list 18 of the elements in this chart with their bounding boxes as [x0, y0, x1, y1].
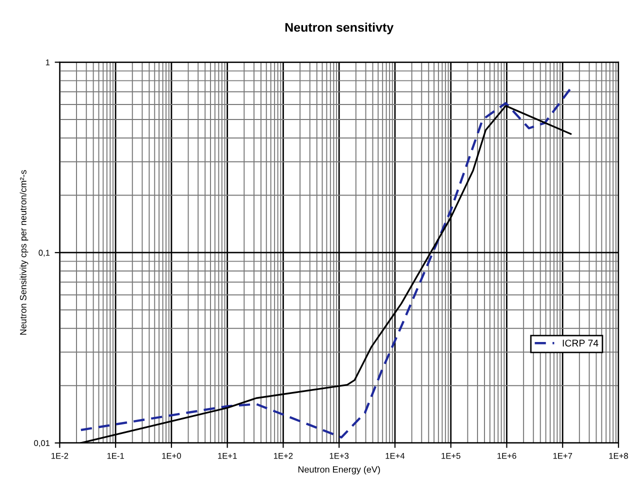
x-tick-label: 1E+3 [330, 452, 349, 459]
x-tick-label: 1E+6 [498, 452, 516, 459]
y-tick-label: 0,1 [38, 250, 50, 257]
x-tick-label: 1E+1 [218, 452, 237, 459]
x-tick-label: 1E+8 [609, 452, 628, 459]
x-tick-label: 1E-1 [107, 452, 124, 459]
x-tick-label: 1E+5 [442, 452, 460, 459]
x-tick-label: 1E+4 [386, 452, 405, 459]
x-tick-label: 1E+7 [553, 452, 572, 459]
x-tick-label: 1E+0 [162, 452, 181, 459]
chart-title: Neutron sensitivty [285, 22, 394, 34]
y-tick-label: 0,01 [34, 440, 50, 448]
y-axis-title: Neutron Sensitivity cps per neutron/cm²-s [20, 170, 28, 335]
x-tick-label: 1E-2 [52, 452, 68, 459]
x-axis-title: Neutron Energy (eV) [298, 466, 380, 474]
x-tick-label: 1E+2 [274, 452, 293, 459]
legend-label: ICRP 74 [562, 340, 598, 347]
y-tick-label: 1 [46, 60, 50, 66]
